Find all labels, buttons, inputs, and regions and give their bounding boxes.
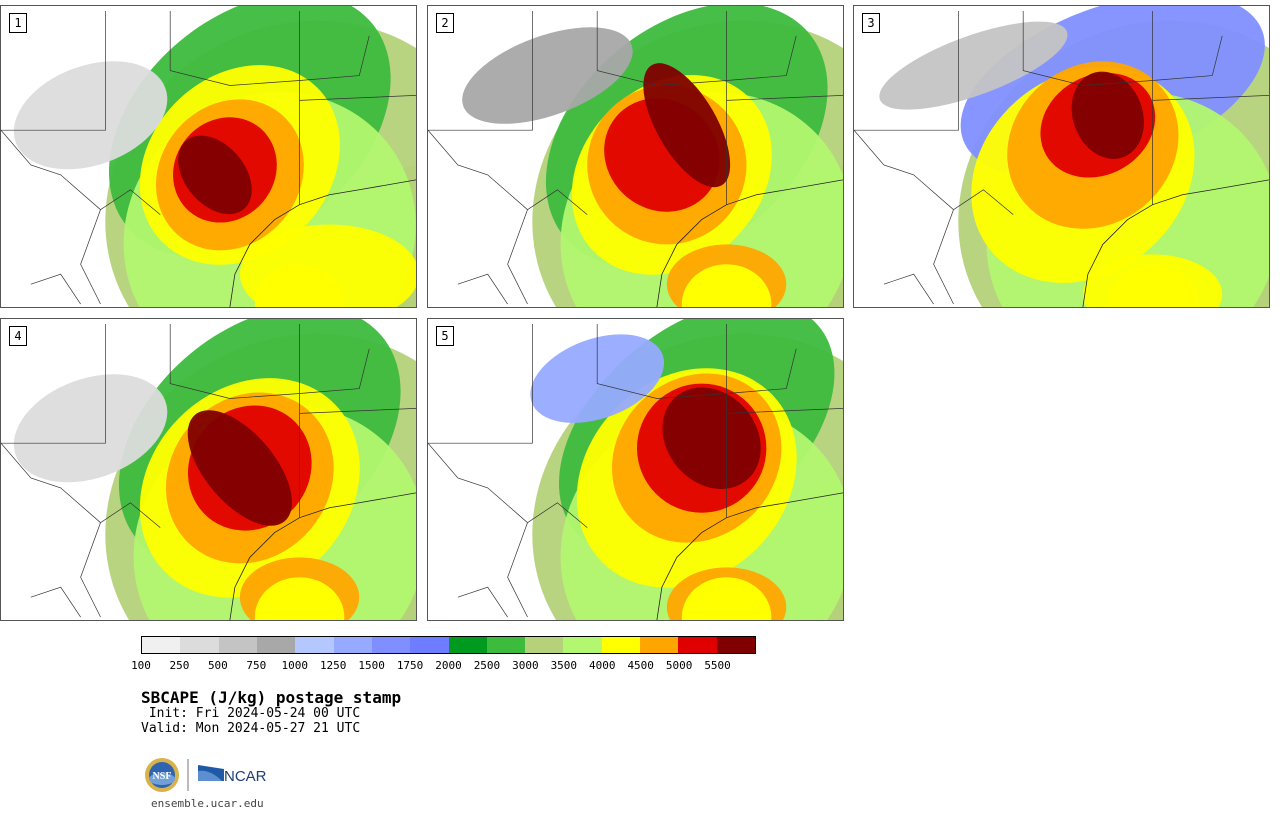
colorbar-swatch [142, 637, 181, 653]
colorbar-tick-label: 1750 [396, 659, 424, 672]
colorbar-swatch [371, 637, 411, 653]
init-time: Init: Fri 2024-05-24 00 UTC [141, 706, 361, 721]
colorbar-swatch [333, 637, 372, 653]
colorbar-swatch [640, 637, 679, 653]
colorbar-tick-label: 1000 [281, 659, 309, 672]
colorbar-swatch [256, 637, 296, 653]
map-field [428, 319, 843, 620]
member-panel-1: 1 [0, 5, 417, 308]
colorbar-tick-label: 3500 [550, 659, 578, 672]
colorbar-tick-label: 1500 [358, 659, 385, 672]
member-label: 2 [436, 13, 454, 33]
member-panel-4: 4 [0, 318, 417, 621]
colorbar-tick-label: 4000 [589, 659, 616, 672]
member-panel-2: 2 [427, 5, 844, 308]
ncar-logo-text: NCAR [224, 768, 267, 785]
colorbar-swatch [486, 637, 526, 653]
colorbar-tick-label: 5500 [704, 659, 731, 672]
map-field [854, 6, 1269, 307]
colorbar-swatch [410, 637, 449, 653]
colorbar-swatch [448, 637, 487, 653]
member-label: 5 [436, 326, 454, 346]
colorbar-tick-label: 1250 [319, 659, 347, 672]
colorbar-tick-label: 4500 [627, 659, 654, 672]
colorbar [141, 636, 756, 654]
footer-url: ensemble.ucar.edu [151, 797, 264, 810]
colorbar-tick-label: 5000 [665, 659, 693, 672]
nsf-logo: NSF [145, 758, 179, 792]
colorbar-swatch [716, 637, 755, 653]
colorbar-tick-label: 100 [131, 659, 151, 672]
colorbar-tick-label: 250 [169, 659, 190, 672]
plot-title: SBCAPE (J/kg) postage stamp [141, 688, 402, 707]
valid-time: Valid: Mon 2024-05-27 21 UTC [141, 721, 361, 736]
colorbar-swatch [295, 637, 334, 653]
colorbar-tick-label: 2500 [473, 659, 501, 672]
colorbar-tick-label: 2000 [435, 659, 462, 672]
logos: NSF NCAR [145, 758, 267, 792]
member-label: 1 [9, 13, 27, 33]
nsf-logo-text: NSF [153, 771, 172, 782]
colorbar-swatch [678, 637, 717, 653]
colorbar-swatch [601, 637, 641, 653]
colorbar-tick-label: 750 [246, 659, 267, 672]
map-field [1, 319, 416, 620]
member-panel-5: 5 [427, 318, 844, 621]
member-panel-3: 3 [853, 5, 1270, 308]
colorbar-swatch [218, 637, 257, 653]
colorbar-swatch [525, 637, 564, 653]
map-field [1, 6, 416, 307]
colorbar-ticks: 100 250 500 750 1000 1250 1500 1750 2000 2500 3000… [131, 659, 756, 673]
colorbar-tick-label: 3000 [512, 659, 539, 672]
colorbar-tick-label: 500 [207, 659, 228, 672]
colorbar-swatch [180, 637, 219, 653]
ncar-logo: NCAR [198, 765, 267, 785]
member-label: 3 [862, 13, 880, 33]
member-label: 4 [9, 326, 27, 346]
map-field [428, 6, 843, 307]
colorbar-swatch [563, 637, 602, 653]
